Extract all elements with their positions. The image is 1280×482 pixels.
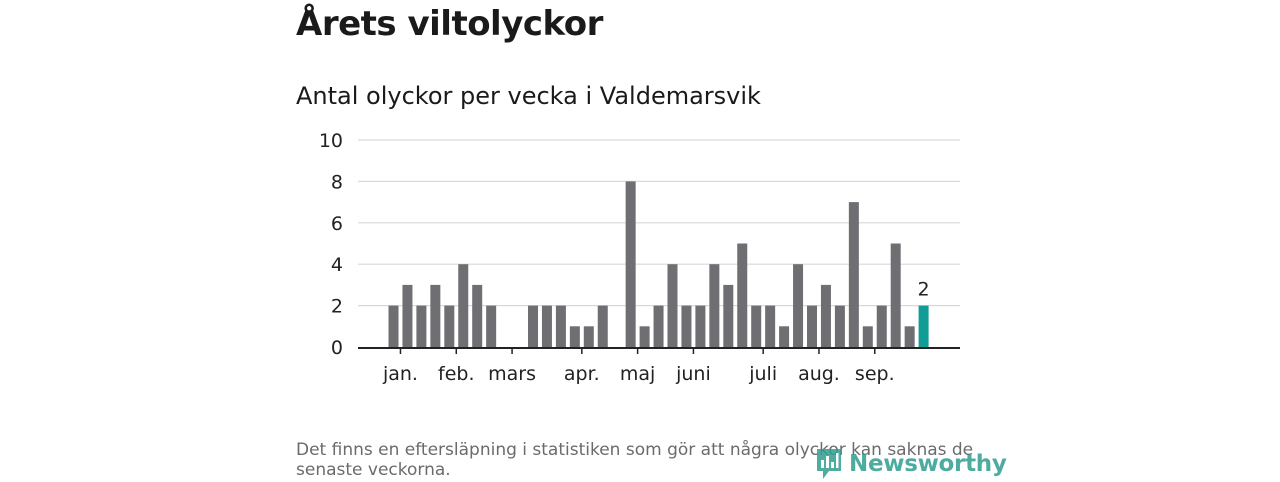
bar xyxy=(751,305,762,347)
bar xyxy=(528,305,538,347)
bar xyxy=(486,305,497,347)
newsworthy-logo-text: Newsworthy xyxy=(849,451,1007,477)
gridlines xyxy=(358,139,960,307)
bar xyxy=(583,326,594,347)
bar xyxy=(667,264,678,347)
bar xyxy=(737,243,748,347)
bar xyxy=(765,305,776,347)
x-tick-label: sep. xyxy=(855,363,895,385)
bar xyxy=(430,284,441,347)
bar xyxy=(444,305,455,347)
y-axis-ticks: 0 2 4 6 8 10 xyxy=(319,130,343,359)
highlight-value-label: 2 xyxy=(918,279,930,301)
bar xyxy=(416,305,427,347)
x-tick-label: aug. xyxy=(798,363,840,385)
bar xyxy=(848,202,859,347)
bar xyxy=(723,284,734,347)
bar xyxy=(807,305,817,347)
bar xyxy=(793,264,804,347)
x-tick-label: juni xyxy=(675,363,711,385)
bar xyxy=(653,305,664,347)
x-tick-label: maj xyxy=(620,363,655,385)
x-tick-label: feb. xyxy=(438,363,474,385)
x-axis-ticks: jan. feb. mars apr. maj juni juli aug. sep. xyxy=(382,348,895,385)
bar xyxy=(597,305,608,347)
newsworthy-logo: Newsworthy xyxy=(815,446,1007,482)
bar xyxy=(820,284,831,347)
page-title: Årets viltolyckor xyxy=(296,4,603,44)
bar xyxy=(388,305,399,347)
chart-title: Antal olyckor per vecka i Valdemarsvik xyxy=(296,82,761,110)
newsworthy-logo-icon xyxy=(817,449,841,479)
bar xyxy=(890,243,901,347)
bar xyxy=(681,305,692,347)
bar xyxy=(904,326,915,347)
y-tick-label: 0 xyxy=(331,337,343,359)
bar xyxy=(569,326,580,347)
bar xyxy=(541,305,552,347)
x-tick-label: juli xyxy=(748,363,777,385)
bars xyxy=(388,181,929,347)
y-tick-label: 8 xyxy=(331,171,343,193)
x-tick-label: mars xyxy=(488,363,536,385)
footnote: Det finns en eftersläpning i statistiken… xyxy=(296,440,974,480)
y-tick-label: 6 xyxy=(331,213,343,235)
bar xyxy=(625,181,636,347)
x-tick-label: jan. xyxy=(382,363,418,385)
bar xyxy=(695,305,706,347)
y-tick-label: 2 xyxy=(331,296,343,318)
bar-highlight xyxy=(918,305,929,347)
bar xyxy=(862,326,873,347)
bar xyxy=(834,305,845,347)
bar xyxy=(779,326,790,347)
bar xyxy=(402,284,413,347)
data-labels: 2 xyxy=(918,279,930,301)
bar xyxy=(555,305,566,347)
y-tick-label: 10 xyxy=(319,130,343,152)
bar xyxy=(876,305,887,347)
bar xyxy=(639,326,650,347)
bar xyxy=(472,284,483,347)
y-tick-label: 4 xyxy=(331,254,343,276)
bar xyxy=(709,264,720,347)
bar xyxy=(458,264,469,347)
x-tick-label: apr. xyxy=(564,363,600,385)
